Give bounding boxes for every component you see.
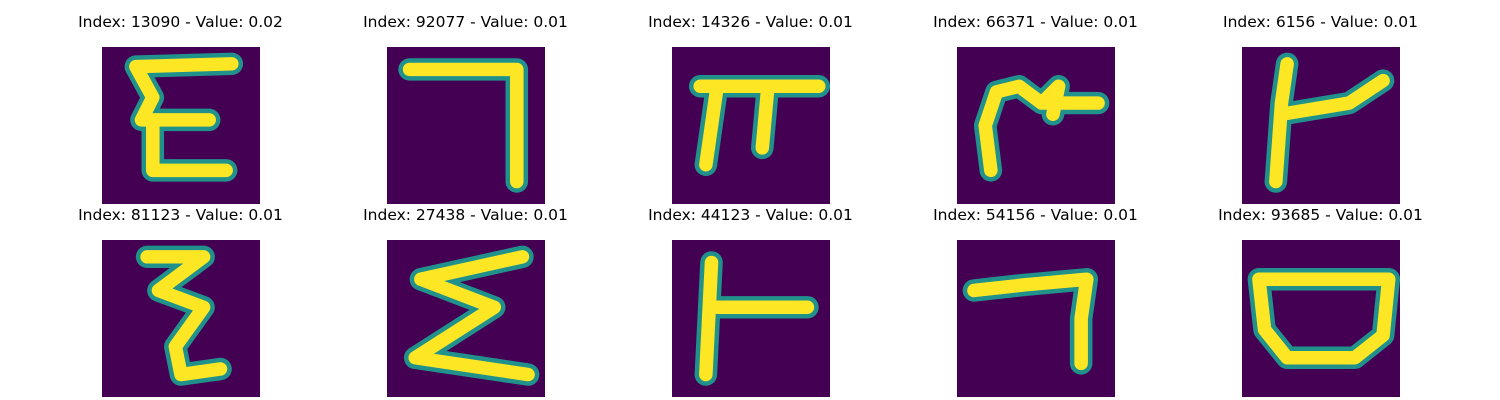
glyph-image	[398, 58, 529, 193]
glyph-image	[962, 268, 1099, 375]
glyph-image	[973, 75, 1110, 182]
sample-title: Index: 66371 - Value: 0.01	[933, 13, 1138, 31]
sample-title: Index: 27438 - Value: 0.01	[363, 206, 568, 224]
sample-image	[102, 47, 260, 204]
glyph-image	[1247, 268, 1400, 369]
sample-cell-4: Index: 66371 - Value: 0.01	[893, 12, 1178, 204]
sample-image	[102, 240, 260, 397]
sample-title: Index: 54156 - Value: 0.01	[933, 206, 1138, 224]
sample-image	[387, 240, 545, 397]
sample-cell-1: Index: 13090 - Value: 0.02	[38, 12, 323, 204]
sample-image	[957, 47, 1115, 204]
sample-cell-9: Index: 54156 - Value: 0.01	[893, 205, 1178, 397]
sample-cell-5: Index: 6156 - Value: 0.01	[1178, 12, 1463, 204]
sample-cell-2: Index: 92077 - Value: 0.01	[323, 12, 608, 204]
sample-title: Index: 92077 - Value: 0.01	[363, 13, 568, 31]
glyph-image	[1264, 52, 1395, 193]
glyph-image	[694, 251, 819, 386]
sample-cell-7: Index: 27438 - Value: 0.01	[323, 205, 608, 397]
sample-title: Index: 93685 - Value: 0.01	[1218, 206, 1423, 224]
sample-title: Index: 14326 - Value: 0.01	[648, 13, 853, 31]
glyph-image	[403, 245, 540, 386]
sample-image	[672, 240, 830, 397]
sample-cell-10: Index: 93685 - Value: 0.01	[1178, 205, 1463, 397]
sample-image	[1242, 240, 1400, 397]
sample-title: Index: 6156 - Value: 0.01	[1223, 13, 1418, 31]
sample-image	[672, 47, 830, 204]
sample-image	[1242, 47, 1400, 204]
sample-title: Index: 44123 - Value: 0.01	[648, 206, 853, 224]
sample-title: Index: 81123 - Value: 0.01	[78, 206, 283, 224]
sample-cell-8: Index: 44123 - Value: 0.01	[608, 205, 893, 397]
glyph-image	[124, 52, 244, 182]
sample-image	[957, 240, 1115, 397]
sample-cell-3: Index: 14326 - Value: 0.01	[608, 12, 893, 204]
glyph-image	[688, 75, 830, 176]
glyph-image	[135, 245, 232, 386]
sample-image	[387, 47, 545, 204]
sample-title: Index: 13090 - Value: 0.02	[78, 13, 283, 31]
sample-cell-6: Index: 81123 - Value: 0.01	[38, 205, 323, 397]
